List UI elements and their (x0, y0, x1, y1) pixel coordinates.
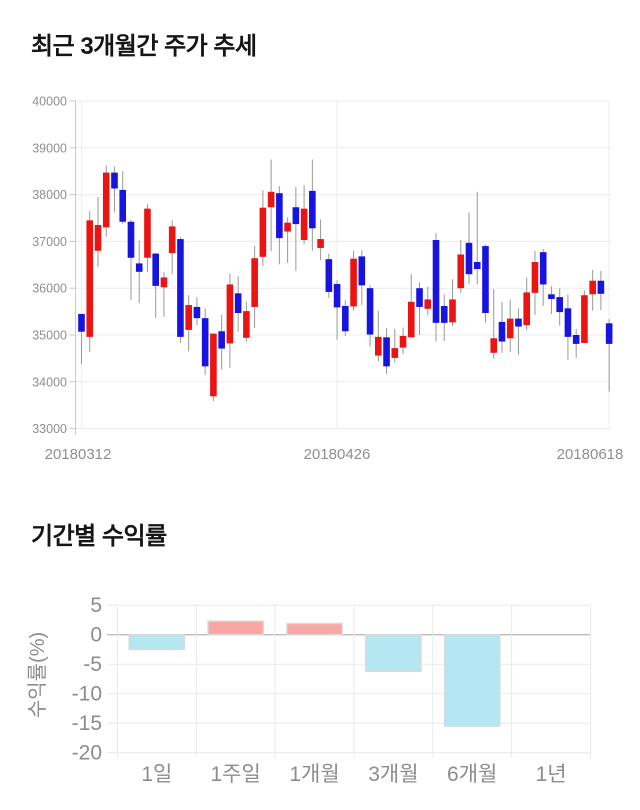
candle-up (317, 239, 324, 248)
candle-down (465, 242, 473, 275)
candle-down (152, 253, 160, 286)
candle-up (375, 336, 382, 356)
candle-down (325, 259, 333, 292)
candle-up (86, 220, 94, 337)
candle-down (218, 331, 225, 349)
candle-up (490, 338, 498, 353)
candle-up (350, 258, 357, 307)
candle-up (243, 311, 250, 338)
candle-up (94, 225, 102, 251)
candle-up (399, 335, 407, 348)
x-axis-category-label: 1개월 (289, 763, 339, 786)
candle-down (482, 246, 489, 314)
return-bar-negative (443, 634, 501, 727)
candle-down (127, 221, 135, 258)
candle-down (135, 263, 143, 272)
candle-up (424, 299, 432, 309)
candle-up (407, 301, 415, 338)
candle-up (259, 207, 267, 257)
candle-down (440, 305, 448, 323)
candle-down (416, 288, 423, 307)
candle-up (457, 254, 465, 289)
returns-bar-chart: 5 0 -5 -10 -15 -20 1일 1주일 1개월 3개월 6개월 1년 수익률(%) (26, 594, 591, 786)
candle-down (342, 305, 349, 332)
x-axis-tick-label: 20180426 (304, 446, 371, 463)
y-axis-tick-label: 39000 (32, 141, 67, 155)
candle-up (267, 191, 275, 208)
y-axis-tick-label: 37000 (32, 235, 67, 249)
candle-down (473, 261, 481, 270)
y-axis-tick-label: -15 (72, 712, 102, 735)
candle-up (284, 222, 291, 232)
return-bar-negative (365, 634, 422, 672)
candle-up (226, 284, 234, 344)
candle-down (193, 306, 201, 319)
candle-up (523, 292, 531, 326)
candle-down (432, 239, 440, 323)
candle-up (210, 333, 217, 397)
candle-down (78, 313, 85, 332)
y-axis-tick-label: -10 (72, 683, 102, 706)
candle-down (383, 337, 390, 367)
x-axis-category-label: 1년 (536, 763, 567, 786)
candle-down (111, 172, 118, 189)
candle-down (309, 190, 316, 229)
candle-up (144, 208, 151, 258)
x-axis-category-label: 1주일 (211, 763, 261, 786)
return-bar-positive (207, 620, 265, 636)
return-bar-positive (286, 622, 343, 636)
y-axis-tick-label: 36000 (32, 282, 67, 296)
candle-down (556, 297, 563, 313)
candlestick-chart: 40000 39000 38000 37000 36000 35000 34000 33000… (32, 95, 624, 464)
candle-down (292, 207, 300, 225)
candle-down (119, 189, 127, 222)
candle-up (102, 172, 110, 228)
candle-up (506, 318, 514, 339)
candle-up (581, 295, 588, 343)
candle-up (589, 280, 596, 295)
y-axis-tick-label: 0 (90, 624, 102, 647)
y-axis-tick-label: 35000 (32, 329, 67, 343)
y-axis-tick-label: 40000 (32, 95, 67, 109)
candle-down (177, 239, 184, 337)
x-axis-tick-label: 20180618 (557, 446, 624, 463)
candle-up (391, 348, 399, 358)
y-axis-tick-label: -5 (83, 653, 102, 676)
candle-down (548, 294, 555, 299)
candle-up (531, 261, 539, 293)
candle-up (185, 305, 192, 330)
candle-up (300, 208, 308, 240)
candle-down (201, 318, 209, 367)
y-axis-tick-label: 38000 (32, 188, 67, 202)
candle-up (168, 226, 176, 254)
x-axis-tick-label: 20180312 (45, 446, 112, 463)
period-returns-title: 기간별 수익률 (31, 523, 167, 550)
x-axis-category-label: 6개월 (447, 763, 497, 786)
return-bar-negative (128, 634, 186, 651)
candle-up (251, 258, 258, 307)
candle-up (449, 299, 456, 323)
candle-down (539, 252, 547, 285)
y-axis-tick-label: 34000 (32, 375, 67, 389)
y-axis-tick-label: 5 (90, 594, 102, 617)
candle-down (234, 293, 242, 314)
candle-down (564, 308, 572, 337)
candle-down (572, 335, 580, 344)
price-trend-title: 최근 3개월간 주가 추세 (31, 33, 257, 60)
candle-down (498, 321, 506, 342)
y-axis-title: 수익률(%) (26, 632, 49, 718)
x-axis-category-label: 3개월 (368, 763, 418, 786)
x-axis-category-label: 1일 (141, 763, 172, 786)
candle-down (605, 323, 613, 344)
candle-down (515, 318, 522, 327)
candle-down (366, 288, 374, 335)
y-axis-tick-label: 33000 (32, 422, 67, 436)
candle-down (358, 256, 366, 286)
candle-down (597, 280, 605, 294)
candle-down (333, 283, 341, 308)
y-axis-tick-label: -20 (72, 742, 102, 765)
candle-down (276, 193, 283, 239)
candle-up (160, 277, 168, 288)
